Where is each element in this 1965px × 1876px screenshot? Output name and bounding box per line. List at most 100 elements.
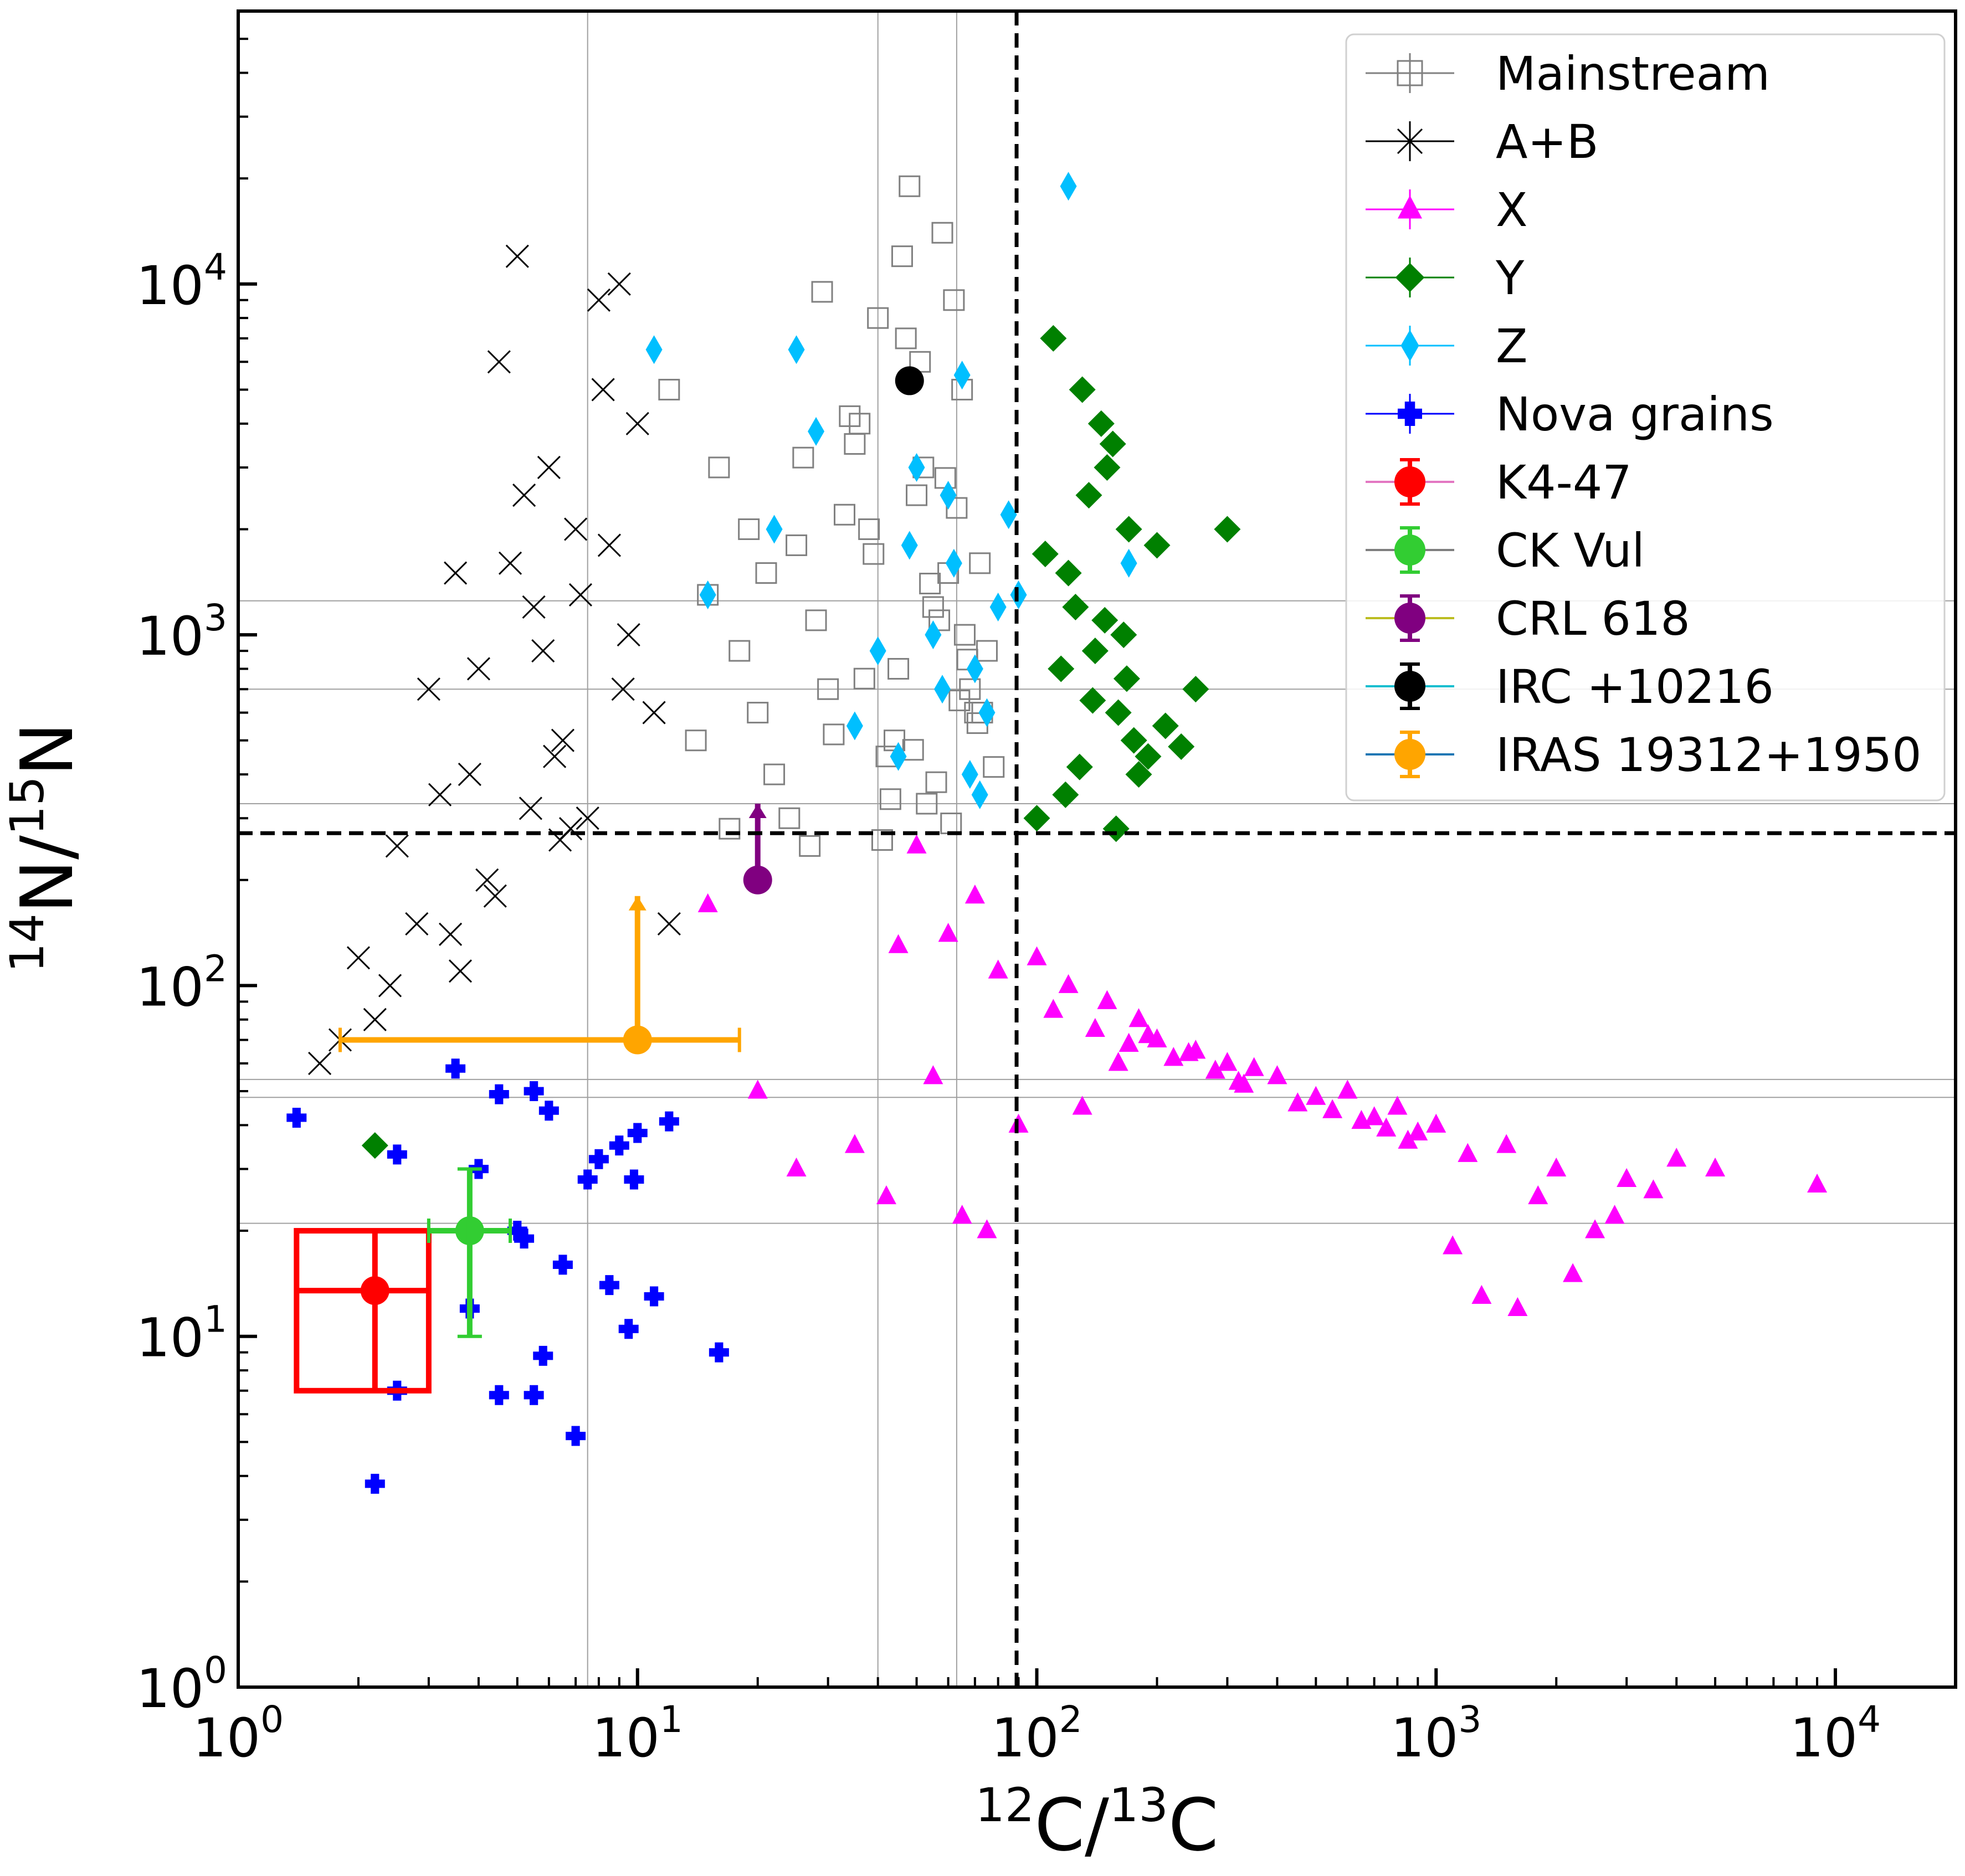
legend-item-k4-47: K4-47: [1366, 455, 1632, 510]
series-z: [645, 172, 1137, 809]
y-tick-label-2: 102: [136, 947, 227, 1018]
point-2-29: [1043, 999, 1064, 1018]
point-5-17: [659, 1111, 679, 1132]
point-1-38: [378, 974, 402, 998]
point-3-18: [1032, 541, 1059, 568]
plot-frame: [237, 9, 1957, 1689]
point-4-23: [1120, 548, 1137, 578]
point-2-36: [1322, 1099, 1343, 1118]
legend-label: K4-47: [1496, 455, 1632, 510]
point-2-49: [844, 1134, 865, 1153]
point-3-17: [1120, 727, 1147, 754]
point-2-40: [1443, 1235, 1463, 1255]
point-2-35: [1287, 1092, 1308, 1112]
point-1-4: [587, 288, 610, 312]
x-tick-label-0: 100: [193, 1698, 284, 1769]
point-2-45: [1643, 1179, 1664, 1199]
x-tick-label-1: 101: [592, 1698, 683, 1769]
point-5-23: [514, 1229, 535, 1249]
point-1-0: [505, 244, 529, 268]
errorbar-ck-vul: [427, 1167, 512, 1338]
point-0-12: [763, 763, 786, 785]
point-4-12: [989, 592, 1007, 621]
point-3-5: [1182, 676, 1209, 703]
legend-item-irc-10216: IRC +10216: [1366, 660, 1774, 714]
point-0-41: [823, 723, 845, 746]
point-0-4: [858, 518, 880, 540]
point-5-8: [538, 1101, 559, 1121]
point-5-21: [524, 1385, 544, 1405]
point-0-21: [943, 289, 965, 311]
point-2-10: [1496, 1134, 1517, 1153]
series-y: [361, 325, 1241, 1159]
point-2-39: [1398, 1129, 1418, 1149]
point-2-1: [964, 885, 985, 904]
legend-item-crl-618: CRL 618: [1366, 592, 1690, 646]
legend-item-x: X: [1366, 183, 1528, 237]
point-5-16: [644, 1286, 664, 1307]
legend-item-mainstream: Mainstream: [1366, 47, 1770, 101]
point-4-19: [971, 780, 988, 809]
point-0-35: [983, 756, 1005, 778]
point-5-3: [445, 1058, 466, 1079]
point-2-24: [1585, 1219, 1605, 1238]
point-3-16: [1110, 621, 1137, 649]
point-0-19: [931, 222, 953, 244]
point-3-22: [1023, 805, 1050, 832]
series-layer: [286, 172, 1828, 1494]
point-2-37: [1351, 1109, 1372, 1129]
legend-label: CK Vul: [1496, 523, 1645, 578]
point-2-56: [1108, 1052, 1128, 1071]
legend-label: IRAS 19312+1950: [1496, 728, 1922, 782]
point-3-21: [1168, 733, 1195, 760]
point-1-7: [607, 272, 631, 296]
point-4-5: [808, 417, 825, 446]
point-3-27: [1102, 815, 1130, 842]
point-3-11: [1048, 655, 1075, 682]
point-5-1: [365, 1473, 385, 1494]
point-3-1: [1069, 376, 1096, 403]
point-3-12: [1062, 593, 1089, 620]
point-5-26: [624, 1169, 644, 1190]
point-0-59: [811, 281, 833, 303]
point-2-8: [1387, 1096, 1408, 1115]
point-1-6: [417, 677, 440, 701]
point-1-33: [519, 796, 542, 820]
y-axis-label: 14N/15N: [0, 722, 89, 973]
point-2-22: [1458, 1143, 1478, 1162]
yerr-arrow: [628, 896, 647, 911]
point-2-41: [1471, 1284, 1492, 1304]
point-4-21: [846, 711, 863, 741]
point-0-18: [658, 378, 680, 400]
point-3-6: [1214, 516, 1241, 543]
point-3-28: [1113, 665, 1140, 692]
point-2-6: [1267, 1065, 1287, 1085]
point-0-36: [863, 543, 885, 565]
point-1-36: [611, 677, 635, 701]
point-2-7: [1337, 1080, 1358, 1099]
legend-label: IRC +10216: [1496, 660, 1774, 714]
point-3-20: [1152, 712, 1179, 739]
legend-marker: [1398, 195, 1422, 219]
point-3-24: [1066, 753, 1093, 780]
x-tick-label-3: 103: [1391, 1698, 1481, 1769]
point-2-27: [938, 923, 958, 942]
point-1-18: [543, 744, 567, 768]
point-1-13: [385, 834, 409, 858]
y-tick-label-0: 100: [136, 1649, 227, 1720]
point-2-48: [786, 1157, 807, 1177]
point-1-35: [591, 378, 615, 402]
point-3-25: [1079, 687, 1106, 714]
point-3-26: [1091, 607, 1119, 634]
errorbar-crl-618: [748, 804, 767, 880]
point-4-6: [901, 531, 918, 560]
legend-marker: [1397, 128, 1423, 155]
point-4-7: [925, 620, 942, 650]
point-1-17: [512, 484, 536, 507]
point-0-43: [792, 446, 814, 469]
point-2-16: [1128, 1008, 1149, 1027]
point-0-30: [891, 245, 913, 268]
legend-item-y: Y: [1366, 251, 1525, 305]
point-0-29: [799, 835, 821, 857]
point-0-1: [887, 657, 910, 680]
